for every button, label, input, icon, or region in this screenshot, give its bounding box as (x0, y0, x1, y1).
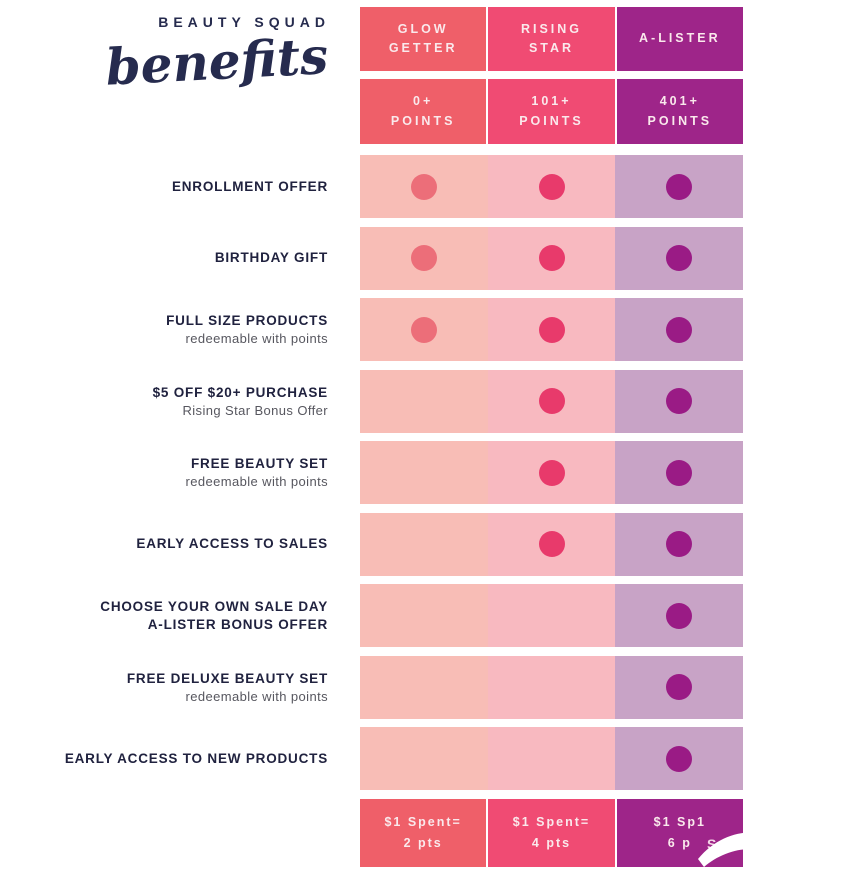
benefit-row: BIRTHDAY GIFT (0, 226, 744, 290)
benefit-label: ENROLLMENT OFFER (171, 178, 328, 194)
included-dot (666, 245, 693, 271)
brand-script-word: benefits (104, 26, 330, 97)
benefit-cell (615, 655, 744, 719)
benefit-row: FULL SIZE PRODUCTS redeemable with point… (0, 298, 744, 361)
points-header-rising-star: 101+ POINTS (488, 79, 615, 144)
benefit-label: CHOOSE YOUR OWN SALE DAY A-LISTER BONUS … (100, 598, 328, 632)
benefit-cell (615, 727, 744, 790)
benefit-row: FREE DELUXE BEAUTY SET redeemable with p… (0, 655, 744, 719)
benefit-cell (360, 655, 488, 719)
benefit-row: $5 OFF $20+ PURCHASE Rising Star Bonus O… (0, 369, 744, 433)
benefit-cell (487, 226, 616, 290)
benefit-cell (360, 226, 488, 290)
included-dot (538, 316, 565, 343)
benefit-cell (487, 155, 616, 218)
benefit-label: BIRTHDAY GIFT (214, 250, 328, 265)
benefit-row: FREE BEAUTY SET redeemable with points (0, 441, 744, 504)
included-dot (666, 745, 693, 772)
points-header-row: 0+ POINTS 101+ POINTS 401+ POINTS (360, 79, 743, 144)
tier-header-glow-getter: GLOW GETTER (360, 7, 487, 71)
benefit-row: EARLY ACCESS TO SALES (0, 512, 744, 576)
tier-header-row: GLOW GETTER RISING STAR A-LISTER (360, 7, 743, 71)
included-dot (666, 316, 693, 343)
benefit-cell (487, 441, 616, 504)
benefit-label: FULL SIZE PRODUCTS redeemable with point… (166, 313, 328, 346)
included-dot (538, 245, 565, 271)
brand-name: BEAUTY SQUAD (158, 14, 330, 30)
included-dot (666, 459, 693, 486)
benefit-cell (360, 441, 488, 504)
tier-header-rising-star: RISING STAR (488, 7, 615, 71)
benefit-cell (487, 584, 616, 647)
benefit-cell (360, 727, 488, 790)
included-dot (538, 173, 565, 200)
benefit-cell (360, 512, 488, 576)
included-dot (410, 173, 437, 200)
page-curl-icon (698, 832, 766, 867)
earn-rate-glow-getter: $1 Spent= 2 pts (360, 799, 487, 867)
benefit-cell (615, 226, 744, 290)
watermark-letter: S (707, 836, 718, 852)
benefit-cell (487, 727, 616, 790)
earn-rate-a-lister: $1 Sp1 6 p (616, 799, 743, 867)
earn-rate-rising-star: $1 Spent= 4 pts (488, 799, 615, 867)
tier-header-a-lister: A-LISTER (616, 7, 743, 71)
benefit-cell (487, 369, 616, 433)
included-dot (666, 674, 693, 700)
included-dot (410, 316, 437, 343)
benefit-cell (487, 298, 616, 361)
included-dot (666, 173, 693, 200)
benefit-label: EARLY ACCESS TO NEW PRODUCTS (64, 750, 328, 766)
benefit-label: FREE DELUXE BEAUTY SET redeemable with p… (126, 670, 328, 704)
benefit-cell (487, 655, 616, 719)
benefit-label: FREE BEAUTY SET redeemable with points (185, 456, 328, 489)
benefit-cell (360, 584, 488, 647)
benefit-cell (615, 298, 744, 361)
benefit-row: EARLY ACCESS TO NEW PRODUCTS (0, 727, 744, 790)
points-header-glow-getter: 0+ POINTS (360, 79, 487, 144)
benefit-cell (360, 155, 488, 218)
included-dot (666, 531, 693, 557)
included-dot (410, 245, 437, 271)
benefit-cell (360, 298, 488, 361)
benefit-label: $5 OFF $20+ PURCHASE Rising Star Bonus O… (152, 384, 328, 418)
benefit-row: ENROLLMENT OFFER (0, 155, 744, 218)
earn-rate-row: $1 Spent= 2 pts $1 Spent= 4 pts $1 Sp1 6… (360, 799, 743, 867)
logo: BEAUTY SQUAD benefits (0, 14, 330, 97)
benefit-row: CHOOSE YOUR OWN SALE DAY A-LISTER BONUS … (0, 584, 744, 647)
benefit-cell (360, 369, 488, 433)
included-dot (666, 388, 693, 414)
points-header-a-lister: 401+ POINTS (616, 79, 743, 144)
included-dot (538, 531, 565, 557)
benefit-cell (615, 155, 744, 218)
benefit-cell (615, 441, 744, 504)
benefit-cell (615, 369, 744, 433)
included-dot (666, 602, 693, 629)
benefit-cell (487, 512, 616, 576)
included-dot (538, 459, 565, 486)
benefit-cell (615, 512, 744, 576)
benefit-label: EARLY ACCESS TO SALES (136, 536, 328, 551)
benefit-cell (615, 584, 744, 647)
included-dot (538, 388, 565, 414)
